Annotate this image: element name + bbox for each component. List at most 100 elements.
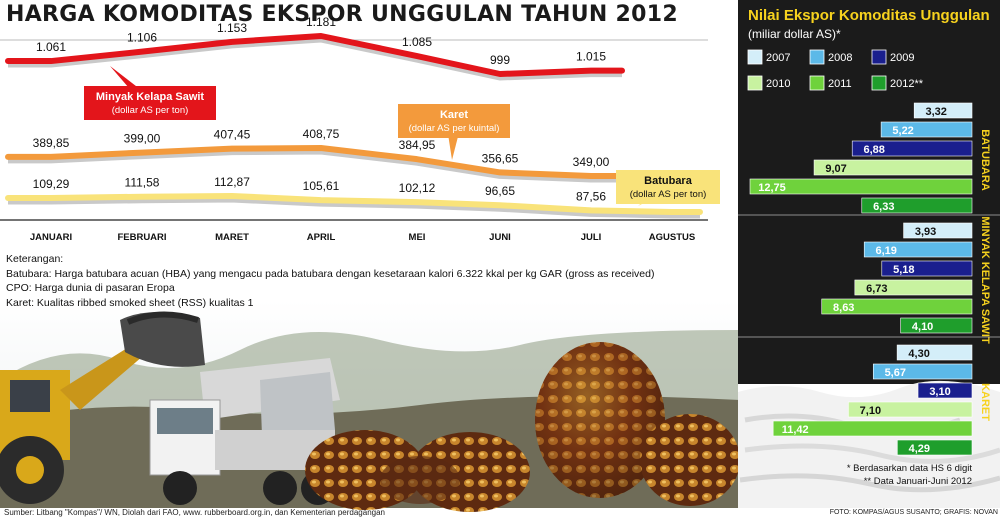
data-label: 1.015 — [576, 50, 606, 64]
bar — [863, 241, 973, 258]
data-label: 349,00 — [573, 155, 610, 169]
data-label: 399,00 — [124, 132, 161, 146]
x-tick-label: MARET — [215, 232, 249, 243]
x-tick-label: APRIL — [307, 232, 336, 243]
series-name-label: Karet — [440, 109, 468, 121]
bar-chart-title: Nilai Ekspor Komoditas Unggulan — [748, 7, 990, 24]
data-label: 356,65 — [482, 151, 519, 165]
legend-swatch — [871, 49, 887, 65]
bar-value-label: 8,63 — [833, 302, 854, 314]
bar — [861, 197, 973, 214]
credit-text: FOTO: KOMPAS/AGUS SUSANTO; GRAFIS: NOVAN — [829, 509, 998, 516]
bar-value-label: 6,73 — [866, 283, 887, 295]
bar — [880, 121, 973, 138]
notes-line: CPO: Harga dunia di pasaran Eropa — [6, 282, 175, 294]
series-unit-label: (dollar AS per kuintal) — [409, 123, 500, 134]
legend-swatch — [809, 75, 825, 91]
data-label: 1.106 — [127, 31, 157, 45]
bar-value-label: 9,07 — [825, 163, 846, 175]
series-line-karet — [5, 145, 625, 179]
legend-swatch — [809, 49, 825, 65]
data-label: 87,56 — [576, 189, 606, 203]
bar — [917, 382, 973, 399]
data-label: 407,45 — [214, 128, 251, 142]
bar — [772, 420, 973, 437]
wheel-loader-illustration — [0, 311, 205, 504]
footnote: ** Data Januari-Juni 2012 — [864, 476, 972, 487]
bar — [896, 344, 973, 361]
bar-value-label: 7,10 — [860, 405, 881, 417]
data-label: 109,29 — [33, 177, 70, 191]
source-text: Sumber: Litbang "Kompas"/ WN, Diolah dar… — [4, 508, 385, 517]
bar-value-label: 3,10 — [929, 386, 950, 398]
callout-box — [616, 170, 720, 204]
group-label: MINYAK KELAPA SAWIT — [979, 216, 991, 344]
bar — [897, 439, 973, 456]
data-label: 96,65 — [485, 184, 515, 198]
bar — [821, 298, 973, 315]
group-label: BATUBARA — [979, 129, 991, 191]
series-name-label: Batubara — [644, 175, 693, 187]
x-tick-label: JUNI — [489, 232, 511, 243]
notes-line: Batubara: Harga batubara acuan (HBA) yan… — [6, 267, 655, 280]
x-tick-label: FEBRUARI — [117, 232, 166, 243]
notes-block: Keterangan: Batubara: Harga batubara acu… — [6, 252, 654, 310]
data-label: 389,85 — [33, 136, 70, 150]
data-label: 102,12 — [399, 181, 436, 195]
bar — [848, 401, 973, 418]
bar-value-label: 12,75 — [758, 182, 786, 194]
line-chart: 1.061 1.106 1.153 1.181 1.085 999 1.015 389,85 3… — [0, 15, 720, 243]
bar-value-label: 3,32 — [925, 106, 946, 118]
bar-value-label: 4,30 — [908, 348, 929, 360]
bar-value-label: 5,18 — [893, 264, 914, 276]
series-name-label: Minyak Kelapa Sawit — [96, 91, 205, 103]
bar — [903, 222, 973, 239]
bar-chart: Nilai Ekspor Komoditas Unggulan (miliar d… — [738, 7, 1000, 487]
bar — [854, 279, 973, 296]
footnote: * Berdasarkan data HS 6 digit — [847, 463, 973, 474]
data-label: 1.085 — [402, 35, 432, 49]
bar-value-label: 4,10 — [912, 321, 933, 333]
legend-label: 2012** — [890, 78, 924, 90]
bar-chart-subtitle: (miliar dollar AS)* — [748, 27, 841, 41]
notes-line: Karet: Kualitas ribbed smoked sheet (RSS… — [6, 296, 254, 309]
bar-value-label: 6,33 — [873, 201, 894, 213]
bar — [872, 363, 973, 380]
legend-swatch — [871, 75, 887, 91]
palm-fruit-illustration — [305, 342, 740, 512]
notes-heading: Keterangan: — [6, 253, 64, 265]
bar-value-label: 11,42 — [782, 424, 809, 436]
legend-swatch — [747, 75, 763, 91]
legend-label: 2010 — [766, 78, 790, 90]
callout-box — [84, 86, 216, 120]
series-line-batubara — [5, 193, 703, 215]
legend-label: 2011 — [828, 78, 852, 90]
data-label: 105,61 — [303, 179, 340, 193]
photo-illustration — [0, 300, 740, 512]
data-label: 408,75 — [303, 127, 340, 141]
group-label: KARET — [979, 383, 991, 421]
bar-value-label: 6,19 — [876, 245, 897, 257]
data-label: 111,58 — [125, 176, 160, 190]
x-tick-label: AGUSTUS — [649, 232, 695, 243]
legend-swatch — [747, 49, 763, 65]
data-label: 1.153 — [217, 21, 247, 35]
page-title: HARGA KOMODITAS EKSPOR UNGGULAN TAHUN 20… — [6, 2, 678, 27]
bar-value-label: 6,88 — [863, 144, 884, 156]
bar-value-label: 5,67 — [885, 367, 906, 379]
data-label: 1.061 — [36, 40, 66, 54]
bar-value-label: 4,29 — [909, 443, 930, 455]
bar — [813, 159, 973, 176]
series-unit-label: (dollar AS per ton) — [112, 105, 189, 116]
bar — [913, 102, 973, 119]
series-unit-label: (dollar AS per ton) — [630, 189, 707, 200]
bar-value-label: 3,93 — [915, 226, 936, 238]
legend-label: 2008 — [828, 52, 852, 64]
bar — [881, 260, 973, 277]
data-label: 1.181 — [306, 15, 336, 29]
bar — [749, 178, 973, 195]
data-label: 384,95 — [399, 138, 436, 152]
legend-label: 2007 — [766, 52, 790, 64]
series-line-minyak-kelapa-sawit — [5, 33, 625, 77]
